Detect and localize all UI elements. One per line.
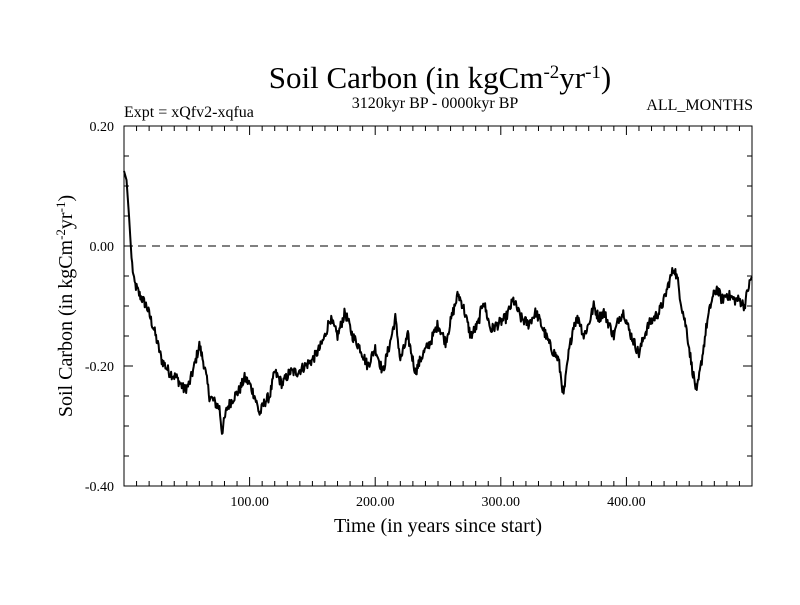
plot-frame: [123, 125, 753, 487]
x-tick-label: 400.00: [607, 495, 646, 510]
chart-title: Soil Carbon (in kgCm-2yr-1): [269, 60, 612, 95]
months-label: ALL_MONTHS: [646, 97, 753, 114]
y-tick-label: -0.40: [85, 480, 114, 495]
y-tick-label: -0.20: [85, 360, 114, 375]
x-tick-label: 100.00: [230, 495, 269, 510]
experiment-label: Expt = xQfv2-xqfua: [124, 104, 254, 121]
y-axis-title: Soil Carbon (in kgCm-2yr-1): [53, 195, 78, 417]
y-tick-label: 0.20: [90, 120, 115, 135]
y-tick-label: 0.00: [90, 240, 115, 255]
axis-ticks: [124, 126, 752, 486]
x-axis-title: Time (in years since start): [334, 515, 542, 537]
time-range-label: 3120kyr BP - 0000kyr BP: [352, 95, 519, 112]
x-tick-label: 300.00: [482, 495, 521, 510]
soil-carbon-series-line: [123, 170, 753, 435]
x-tick-label: 200.00: [356, 495, 395, 510]
axis-tick-labels: 100.00 200.00 300.00 400.00 0.20 0.00 -0.20 -0.…: [85, 120, 646, 510]
